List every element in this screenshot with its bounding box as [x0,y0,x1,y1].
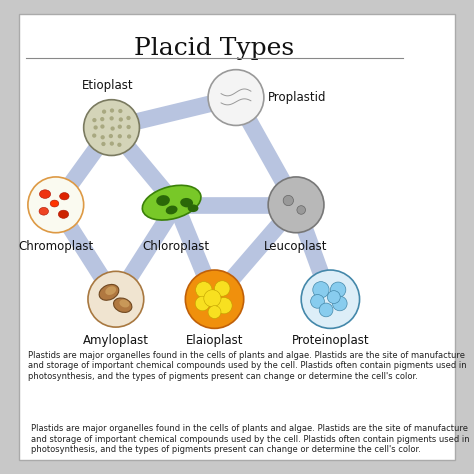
Circle shape [93,125,98,129]
Ellipse shape [114,298,132,312]
Circle shape [118,109,122,113]
Circle shape [319,303,333,317]
Text: Plastids are major organelles found in the cells of plants and algae. Plastids a: Plastids are major organelles found in t… [31,424,469,454]
Circle shape [196,282,212,298]
Circle shape [297,206,306,214]
Ellipse shape [39,208,48,215]
Circle shape [208,306,221,319]
Circle shape [127,116,131,120]
Circle shape [118,125,122,129]
Circle shape [88,271,144,327]
Circle shape [100,124,105,128]
Circle shape [127,125,131,129]
Circle shape [84,100,139,155]
Circle shape [101,142,106,146]
Circle shape [110,109,114,113]
Text: Chloroplast: Chloroplast [142,240,210,253]
Ellipse shape [142,185,201,220]
Text: Proplastid: Proplastid [268,91,327,104]
Circle shape [204,290,221,307]
Circle shape [127,134,131,139]
Circle shape [100,135,105,139]
Circle shape [195,296,210,311]
Circle shape [92,134,96,138]
Circle shape [313,282,329,298]
Circle shape [333,296,347,311]
Ellipse shape [50,200,59,207]
Ellipse shape [58,210,69,219]
Ellipse shape [99,284,119,300]
Text: Elaioplast: Elaioplast [186,334,243,347]
Text: Placid Types: Placid Types [135,37,295,61]
Ellipse shape [166,206,178,214]
Circle shape [109,134,113,138]
Circle shape [102,109,106,114]
Ellipse shape [105,286,116,295]
Circle shape [216,298,232,314]
Circle shape [310,294,324,308]
Circle shape [328,291,340,303]
Text: Chromoplast: Chromoplast [18,240,93,253]
Text: Etioplast: Etioplast [82,80,133,92]
Circle shape [118,118,123,122]
Circle shape [215,281,230,296]
Circle shape [185,270,244,328]
Text: Amyloplast: Amyloplast [83,334,149,347]
Circle shape [100,117,104,121]
Ellipse shape [180,198,193,208]
Circle shape [301,270,360,328]
Ellipse shape [188,204,199,212]
Text: Plastids are major organelles found in the cells of plants and algae. Plastids a: Plastids are major organelles found in t… [28,351,466,381]
Circle shape [92,118,97,122]
Ellipse shape [156,195,170,206]
Circle shape [208,70,264,126]
Circle shape [109,141,114,146]
Circle shape [109,116,114,120]
Circle shape [118,134,122,138]
Circle shape [268,177,324,233]
Circle shape [330,282,346,298]
Ellipse shape [119,300,129,308]
Circle shape [117,143,121,147]
Text: Leucoplast: Leucoplast [264,240,328,253]
Ellipse shape [39,190,51,199]
Ellipse shape [60,192,69,200]
Circle shape [110,127,115,131]
Circle shape [28,177,84,233]
Text: Proteinoplast: Proteinoplast [292,334,369,347]
Circle shape [283,195,293,206]
